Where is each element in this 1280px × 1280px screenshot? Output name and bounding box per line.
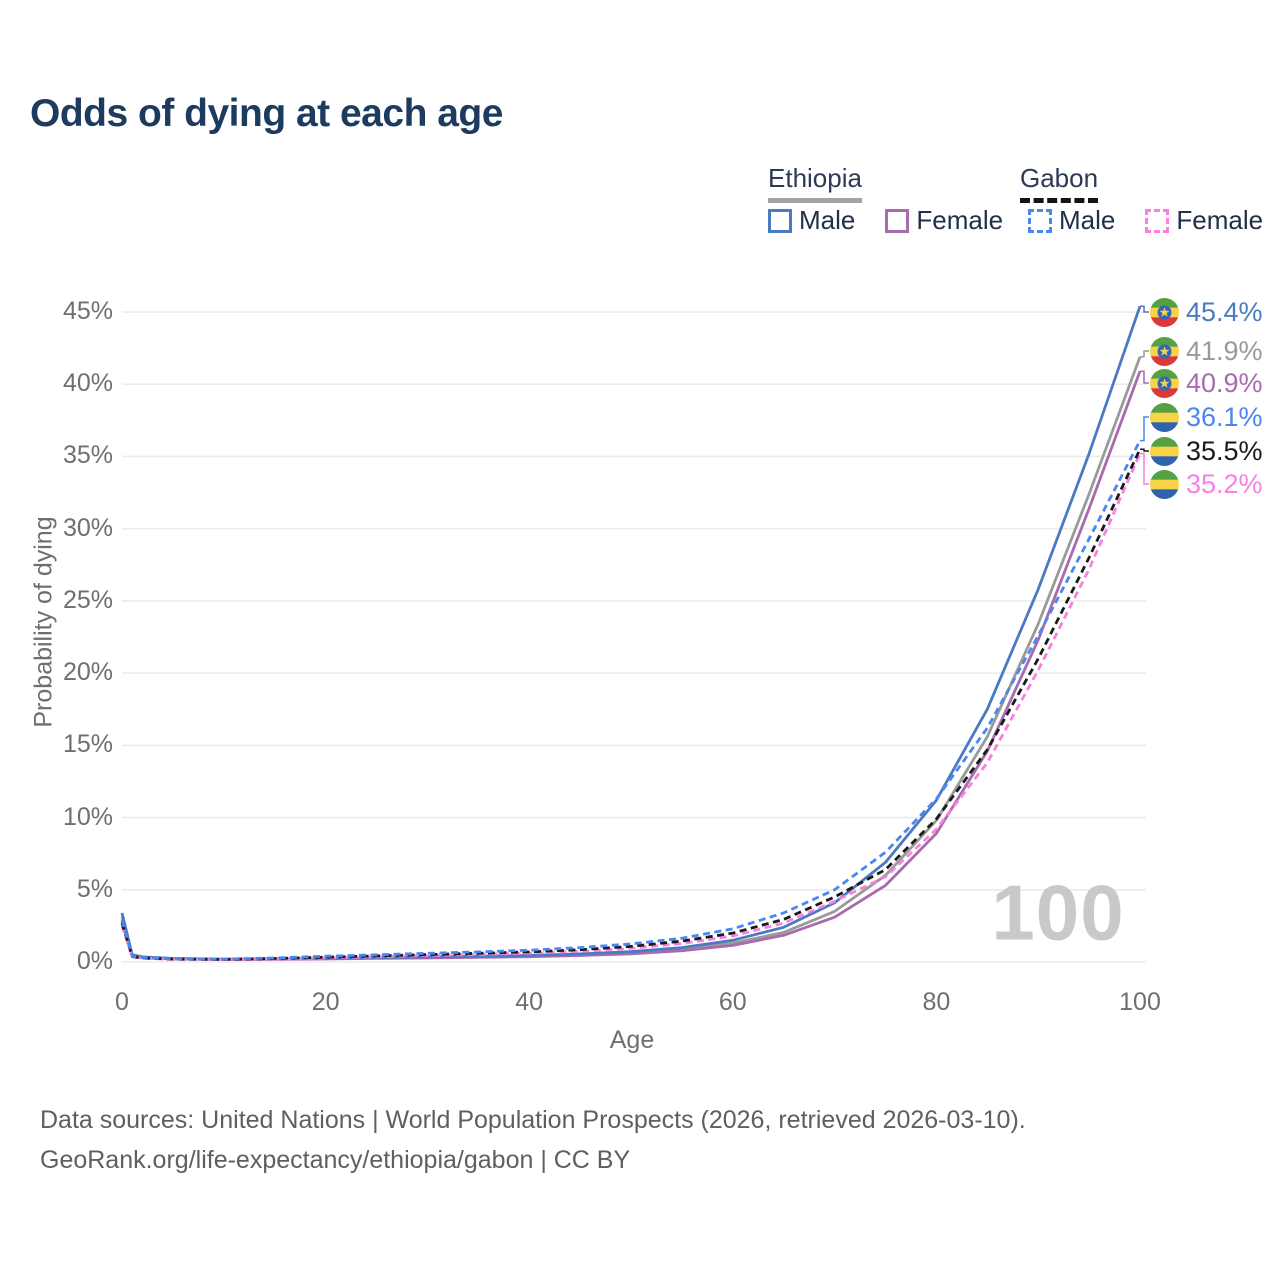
y-tick-40%: 40% (62, 369, 113, 398)
y-axis-title: Probability of dying (29, 516, 58, 728)
ethiopia-male-swatch-icon (768, 208, 792, 233)
gabon-female-swatch-icon (1145, 208, 1170, 233)
ethiopia-flag-icon (1150, 368, 1179, 398)
page-title: Odds of dying at each age (30, 92, 503, 135)
x-tick-60: 60 (718, 988, 747, 1016)
y-tick-35%: 35% (62, 441, 113, 470)
end-value-label: 45.4% (1186, 296, 1263, 327)
y-tick-30%: 30% (62, 513, 113, 542)
legend-items-ethiopia: Male Female (768, 205, 1003, 236)
gabon-male-swatch-icon (1028, 208, 1052, 233)
end-label-gabon-both[interactable]: 35.5% (1150, 435, 1263, 467)
legend-item-gabon-male[interactable]: Male (1028, 205, 1115, 236)
line-gabon-male[interactable] (120, 439, 1142, 961)
line-ethiopia-male[interactable] (120, 305, 1142, 961)
leader-line-ethiopia-male (1140, 305, 1149, 313)
x-tick-0: 0 (115, 988, 129, 1016)
end-value-label: 36.1% (1186, 401, 1263, 432)
legend-item-ethiopia-male[interactable]: Male (768, 205, 855, 236)
line-ethiopia-female[interactable] (120, 370, 1142, 961)
y-tick-25%: 25% (62, 585, 113, 614)
y-tick-20%: 20% (62, 658, 113, 687)
y-tick-45%: 45% (62, 297, 113, 326)
end-value-label: 35.2% (1186, 468, 1263, 499)
y-tick-5%: 5% (76, 874, 113, 903)
x-tick-100: 100 (1119, 988, 1161, 1016)
ethiopia-flag-icon (1150, 336, 1179, 366)
end-label-ethiopia-female[interactable]: 40.9% (1150, 367, 1263, 399)
ethiopia-flag-icon (1150, 297, 1179, 327)
leader-line-ethiopia-female (1140, 370, 1149, 384)
gabon-flag-icon (1150, 469, 1179, 499)
legend-item-gabon-female[interactable]: Female (1145, 205, 1263, 236)
legend-group-gabon: Gabon (1020, 163, 1099, 203)
legend-label-gabon-male: Male (1059, 205, 1116, 235)
legend-item-ethiopia-female[interactable]: Female (885, 205, 1003, 236)
end-value-label: 40.9% (1186, 367, 1263, 398)
legend-label-ethiopia-female: Female (916, 205, 1004, 235)
leader-line-gabon-female (1140, 452, 1149, 485)
gabon-flag-icon (1150, 402, 1179, 432)
leader-line-gabon-male (1140, 416, 1149, 442)
x-tick-20: 20 (311, 988, 340, 1016)
legend-label-ethiopia-male: Male (799, 205, 856, 235)
gabon-flag-icon (1150, 436, 1179, 466)
line-ethiopia-both[interactable] (120, 356, 1142, 961)
legend-group-ethiopia: Ethiopia (768, 163, 862, 203)
legend-label-gabon-female: Female (1176, 205, 1264, 235)
attribution-link-text[interactable]: GeoRank.org/life-expectancy/ethiopia/gab… (40, 1146, 631, 1174)
end-value-label: 41.9% (1186, 335, 1263, 366)
leader-line-ethiopia-both (1140, 350, 1149, 358)
leader-line-gabon-both (1140, 448, 1149, 452)
y-tick-10%: 10% (62, 802, 113, 831)
end-label-ethiopia-both[interactable]: 41.9% (1150, 335, 1263, 367)
age-counter-watermark: 100 (991, 868, 1125, 957)
legend-items-gabon: Male Female (1028, 205, 1263, 236)
ethiopia-female-swatch-icon (885, 208, 910, 233)
x-axis-title: Age (609, 1026, 655, 1054)
end-label-ethiopia-male[interactable]: 45.4% (1150, 296, 1263, 328)
end-label-gabon-male[interactable]: 36.1% (1150, 401, 1263, 433)
line-gabon-both[interactable] (120, 448, 1142, 961)
data-sources-text: Data sources: United Nations | World Pop… (40, 1106, 1026, 1134)
x-tick-80: 80 (922, 988, 951, 1016)
end-label-gabon-female[interactable]: 35.2% (1150, 468, 1263, 500)
y-tick-0%: 0% (76, 947, 113, 975)
x-tick-40: 40 (515, 988, 544, 1016)
legend-gabon-title[interactable]: Gabon (1020, 163, 1099, 203)
y-tick-15%: 15% (62, 730, 113, 759)
end-value-label: 35.5% (1186, 435, 1263, 466)
legend-ethiopia-title[interactable]: Ethiopia (768, 163, 862, 203)
